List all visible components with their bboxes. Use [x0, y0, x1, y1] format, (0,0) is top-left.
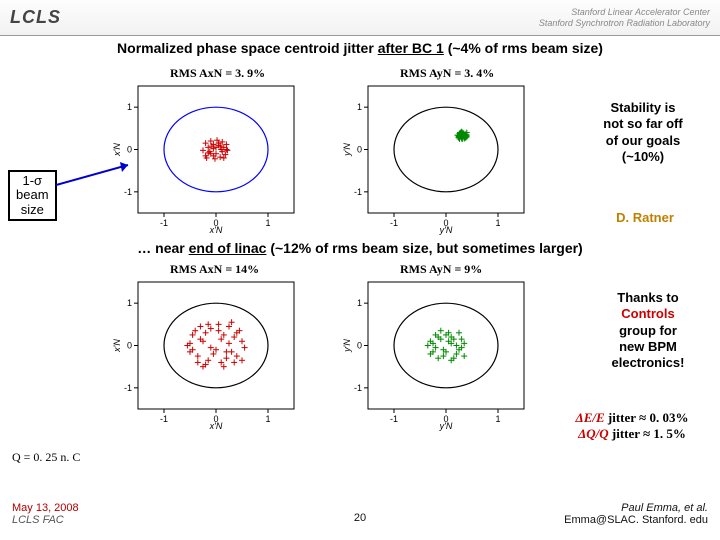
- footer-right: Paul Emma, et al. Emma@SLAC. Stanford. e…: [564, 502, 708, 526]
- slide-content: Normalized phase space centroid jitter a…: [0, 40, 720, 502]
- footer-date: May 13, 2008: [12, 502, 79, 514]
- footer-author: Paul Emma, et al.: [564, 502, 708, 514]
- note1-l2: not so far off: [578, 116, 708, 132]
- rms-x2: RMS AxN = 14%: [170, 262, 259, 277]
- svg-text:y'N: y'N: [342, 339, 352, 353]
- svg-text:1: 1: [265, 218, 270, 228]
- lab-line1: Stanford Linear Accelerator Center: [539, 7, 710, 18]
- svg-text:-1: -1: [390, 414, 398, 424]
- title2-ul: end of linac: [189, 240, 267, 256]
- svg-text:-1: -1: [354, 383, 362, 393]
- footer-left: May 13, 2008 LCLS FAC: [12, 502, 79, 526]
- plot-bottom-right: -1-10011y'Ny'N: [340, 276, 530, 431]
- title2-post: (~12% of rms beam size, but sometimes la…: [266, 240, 582, 256]
- rms-x1: RMS AxN = 3. 9%: [170, 66, 265, 81]
- plot-top-right: -1-10011y'Ny'N: [340, 80, 530, 235]
- lcls-logo: LCLS: [10, 7, 61, 28]
- rms-y1: RMS AyN = 3. 4%: [400, 66, 494, 81]
- stability-note: Stability is not so far off of our goals…: [578, 100, 708, 165]
- svg-text:x'N: x'N: [209, 225, 223, 235]
- jitter1-post: jitter ≈ 0. 03%: [605, 410, 689, 425]
- svg-text:y'N: y'N: [439, 225, 453, 235]
- note2-l2: Controls: [588, 306, 708, 322]
- plot-top-left: -1-10011x'Nx'N: [110, 80, 300, 235]
- svg-text:x'N: x'N: [209, 421, 223, 431]
- note2-l5: electronics!: [588, 355, 708, 371]
- thanks-note: Thanks to Controls group for new BPM ele…: [588, 290, 708, 371]
- lab-name: Stanford Linear Accelerator Center Stanf…: [539, 7, 710, 29]
- title-2: … near end of linac (~12% of rms beam si…: [0, 240, 720, 256]
- title1-post: (~4% of rms beam size): [444, 40, 603, 56]
- note2-l1: Thanks to: [588, 290, 708, 306]
- jitter2-post: jitter ≈ 1. 5%: [609, 426, 686, 441]
- svg-text:y'N: y'N: [342, 143, 352, 157]
- note1-l4: (~10%): [578, 149, 708, 165]
- svg-text:-1: -1: [160, 218, 168, 228]
- svg-text:1: 1: [495, 218, 500, 228]
- jitter2-pre: ΔQ/Q: [578, 426, 609, 441]
- svg-text:-1: -1: [160, 414, 168, 424]
- sigma-l2: beam: [16, 188, 49, 202]
- plot-bottom-left: -1-10011x'Nx'N: [110, 276, 300, 431]
- slide-footer: May 13, 2008 LCLS FAC 20 Paul Emma, et a…: [0, 498, 720, 540]
- slide-header: LCLS Stanford Linear Accelerator Center …: [0, 0, 720, 36]
- footer-page: 20: [354, 512, 366, 524]
- sigma-l3: size: [16, 203, 49, 217]
- sigma-l1: 1-σ: [16, 174, 49, 188]
- svg-text:0: 0: [357, 341, 362, 351]
- title-1: Normalized phase space centroid jitter a…: [0, 40, 720, 56]
- footer-org: LCLS FAC: [12, 514, 79, 526]
- svg-text:1: 1: [127, 102, 132, 112]
- svg-text:1: 1: [127, 298, 132, 308]
- svg-text:-1: -1: [124, 383, 132, 393]
- svg-text:0: 0: [357, 145, 362, 155]
- svg-text:1: 1: [265, 414, 270, 424]
- svg-text:1: 1: [357, 298, 362, 308]
- credit-ratner: D. Ratner: [590, 210, 700, 226]
- lab-line2: Stanford Synchrotron Radiation Laborator…: [539, 18, 710, 29]
- title1-pre: Normalized phase space centroid jitter: [117, 40, 378, 56]
- svg-text:-1: -1: [354, 187, 362, 197]
- sigma-arrow: [56, 160, 136, 190]
- svg-text:x'N: x'N: [112, 339, 122, 353]
- svg-text:0: 0: [127, 145, 132, 155]
- svg-text:1: 1: [495, 414, 500, 424]
- q-label: Q = 0. 25 n. C: [12, 450, 80, 465]
- note2-l3: group for: [588, 323, 708, 339]
- svg-text:y'N: y'N: [439, 421, 453, 431]
- jitter1: ΔE/E jitter ≈ 0. 03%: [552, 410, 712, 426]
- jitter1-pre: ΔE/E: [576, 410, 605, 425]
- svg-text:-1: -1: [390, 218, 398, 228]
- svg-text:1: 1: [357, 102, 362, 112]
- rms-y2: RMS AyN = 9%: [400, 262, 482, 277]
- jitter-note: ΔE/E jitter ≈ 0. 03% ΔQ/Q jitter ≈ 1. 5%: [552, 410, 712, 443]
- title1-ul: after BC 1: [378, 40, 444, 56]
- note2-l4: new BPM: [588, 339, 708, 355]
- sigma-box: 1-σ beam size: [8, 170, 57, 221]
- svg-text:0: 0: [127, 341, 132, 351]
- title2-pre: … near: [137, 240, 188, 256]
- jitter2: ΔQ/Q jitter ≈ 1. 5%: [552, 426, 712, 442]
- note1-l3: of our goals: [578, 133, 708, 149]
- svg-text:x'N: x'N: [112, 143, 122, 157]
- note1-l1: Stability is: [578, 100, 708, 116]
- footer-email: Emma@SLAC. Stanford. edu: [564, 514, 708, 526]
